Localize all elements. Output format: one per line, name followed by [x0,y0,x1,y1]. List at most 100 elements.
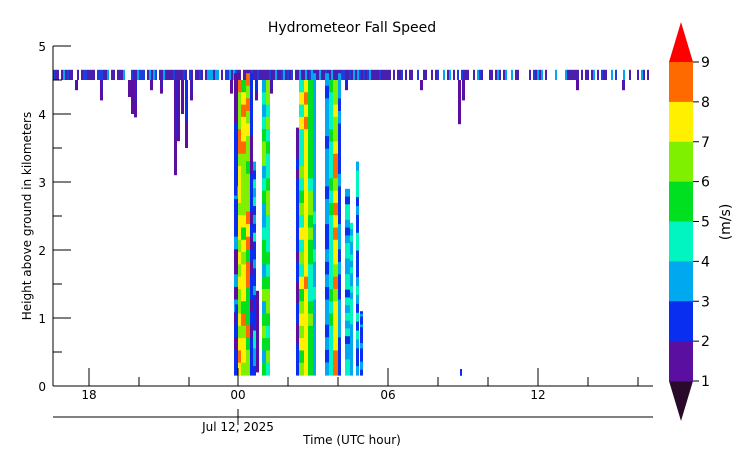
echo-cell [266,202,270,216]
echo-cell [266,325,270,339]
cloud-top-pixel [461,69,463,80]
cloud-top-pixel [91,69,93,80]
echo-cell [338,337,341,351]
echo-cell [266,288,270,302]
echo-cell [266,178,270,192]
echo-cell [299,129,304,143]
cloud-top-pixel [515,69,517,80]
echo-cell [262,350,266,364]
echo-cell [350,343,353,351]
echo-cell [246,110,250,125]
echo-cell [338,186,341,200]
echo-cell [296,189,299,201]
echo-cell [262,153,266,167]
colorbar-label: (m/s) [718,204,734,241]
cloud-top-pixel [479,69,481,80]
echo-cell [296,261,299,273]
cloud-top-pixel [85,69,87,80]
echo-cell [234,224,240,238]
echo-cell [304,276,308,290]
echo-cell [333,80,338,93]
echo-cell [313,98,316,112]
colorbar-tick-label: 4 [701,254,710,270]
echo-cell [329,362,333,376]
y-tick-label: 5 [38,40,46,54]
echo-cell [299,313,304,327]
echo-cell [234,85,240,99]
colorbar-ticks: 1 2 3 4 5 6 7 8 9 [693,55,710,390]
cloud-top-pixel [495,69,497,80]
echo-cell [246,249,250,263]
cloud-top-pixel [221,69,223,80]
cloud-top-pixel [123,69,125,80]
cloud-top-pixel [303,69,305,80]
cloud-top-pixel [431,69,433,80]
echo-cell [266,350,270,364]
echo-cell [304,178,308,192]
echo-cell [253,286,256,296]
echo-cell [253,366,256,376]
echo-cell [238,313,242,327]
echo-cell [308,190,313,204]
cloud-top-pixel [545,69,547,80]
echo-cell [333,215,338,229]
echo-cell [266,215,270,229]
echo-cell [262,202,266,216]
cloud-top-pixel [581,69,583,80]
echo-cell [360,351,363,355]
cloud-top-pixel [611,69,613,80]
cloud-top-pixel [499,69,501,80]
echo-cell [356,339,359,349]
cloud-top-pixel [191,69,193,80]
echo-cell [238,252,242,265]
cloud-top-pixel [147,69,149,80]
echo-cell [350,254,353,262]
echo-cell [304,92,308,106]
cloud-top-pixel [301,69,303,80]
echo-cell [238,264,242,278]
echo-cell [304,202,308,216]
cloud-top-pixel [55,69,57,80]
echo-cell [360,335,363,339]
echo-cell [238,350,242,364]
echo-cell [296,323,299,335]
echo-cell [266,227,270,241]
echo-cell [360,340,363,344]
echo-cell [329,288,333,302]
echo-cell [356,321,359,332]
cloud-top-pixel [603,69,605,80]
cloud-top-pixel [629,69,631,80]
cloud-top-pixel [341,69,343,80]
cloud-top-pixel [77,69,79,80]
cloud-top-pixel [255,69,257,80]
fall-speed-field [53,69,649,376]
echo-cell [266,116,270,130]
colorbar-tick-label: 3 [701,294,710,310]
echo-cell [250,186,253,200]
echo-cell [325,312,329,326]
echo-cell [308,350,313,364]
echo-cell [234,73,240,87]
colorbar-band [669,221,693,262]
echo-cell [345,258,350,267]
echo-cell [241,202,246,216]
echo-cell [234,349,240,364]
cloud-top-pixel [369,69,371,80]
echo-cell [356,197,359,207]
echo-cell [360,356,363,360]
echo-cell [262,288,266,302]
echo-cell [345,367,350,376]
echo-cell [234,211,240,225]
echo-cell [360,337,363,342]
cloud-top-pixel [317,69,319,80]
cloud-top-pixel [159,69,161,80]
cloud-top-pixel [297,69,299,80]
echo-cell [333,288,338,302]
echo-cell [299,338,304,352]
echo-cell [238,362,242,376]
cloud-top-pixel [229,69,231,80]
echo-cell [308,301,313,315]
echo-cell [333,166,338,179]
cloud-top-pixel [269,69,271,80]
